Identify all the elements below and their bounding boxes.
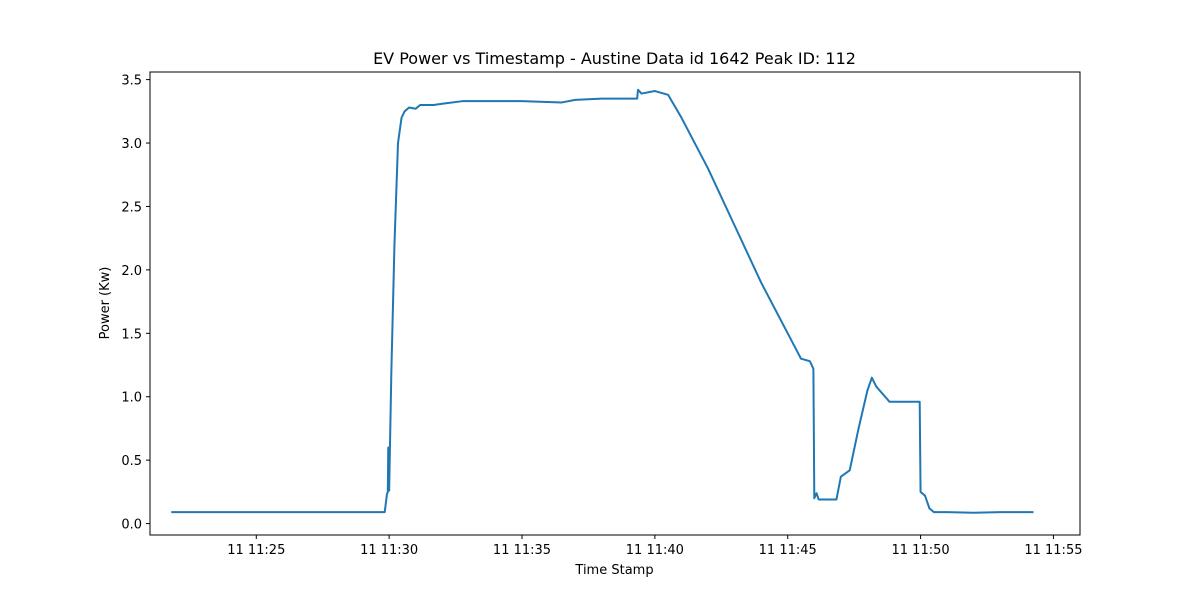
y-tick-label: 3.0 xyxy=(121,137,142,152)
plot-frame xyxy=(149,71,1081,536)
x-tick-label: 11 11:45 xyxy=(759,543,817,558)
x-tick-label: 11 11:55 xyxy=(1024,543,1082,558)
y-tick-label: 0.0 xyxy=(121,518,142,533)
y-tick-label: 1.5 xyxy=(121,327,142,342)
x-tick-label: 11 11:40 xyxy=(626,543,684,558)
x-tick-label: 11 11:25 xyxy=(227,543,285,558)
y-tick-label: 2.0 xyxy=(121,264,142,279)
x-tick-label: 11 11:30 xyxy=(360,543,418,558)
y-tick-label: 0.5 xyxy=(121,454,142,469)
y-tick-label: 3.5 xyxy=(121,74,142,89)
y-axis-label: Power (Kw) xyxy=(98,267,113,340)
y-tick-label: 2.5 xyxy=(121,200,142,215)
x-axis-label: Time Stamp xyxy=(574,563,653,578)
chart-title: EV Power vs Timestamp - Austine Data id … xyxy=(373,49,856,68)
x-tick-label: 11 11:35 xyxy=(493,543,551,558)
y-axis: 0.0 0.5 1.0 1.5 2.0 2.5 3.0 3.5 xyxy=(121,74,150,533)
x-tick-label: 11 11:50 xyxy=(892,543,950,558)
series-layer xyxy=(171,88,1034,514)
x-axis: 11 11:25 11 11:30 11 11:35 11 11:40 11 11:45… xyxy=(227,535,1082,558)
y-tick-label: 1.0 xyxy=(121,391,142,406)
power-series-line xyxy=(171,88,1034,514)
